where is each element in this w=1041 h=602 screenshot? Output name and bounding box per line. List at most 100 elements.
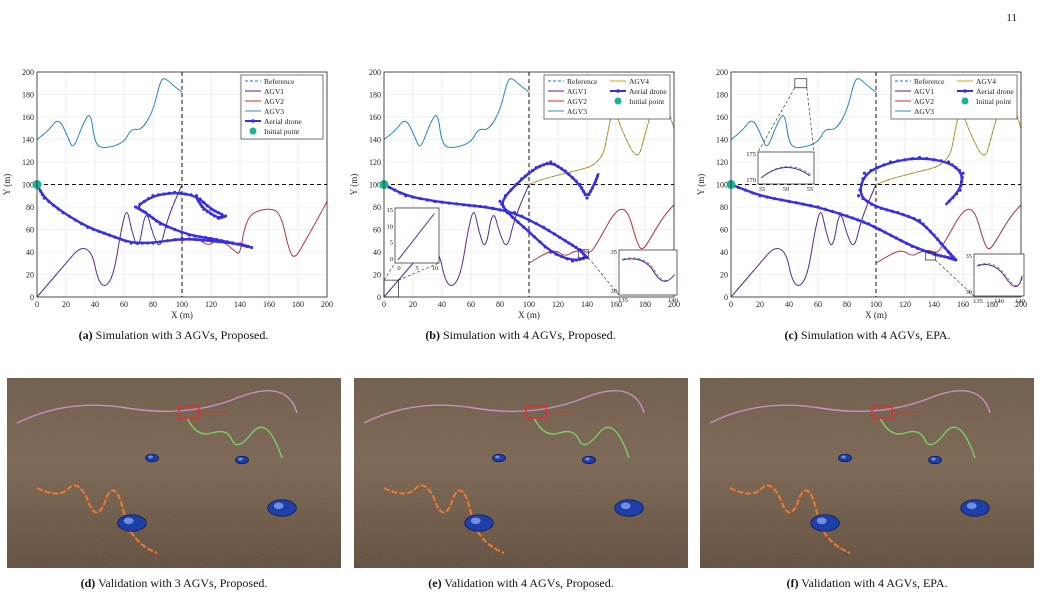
drone-marker: [139, 208, 143, 212]
drone-marker: [878, 227, 882, 232]
y-tick-label: 100: [716, 181, 728, 190]
inset-y-tick: 30: [966, 289, 973, 296]
legend-box: [890, 74, 1018, 120]
caption-f: (f) Validation with 4 AGVs, EPA.: [786, 576, 948, 590]
drone-marker: [563, 239, 567, 243]
drone-marker: [209, 207, 213, 211]
drone-marker: [40, 193, 45, 197]
drone-marker: [205, 204, 209, 208]
drone-marker: [534, 221, 538, 226]
drone-marker: [512, 211, 517, 215]
drone-marker: [202, 238, 206, 242]
inset-frame: [618, 249, 678, 296]
drone-marker: [862, 171, 866, 175]
drone-marker: [205, 209, 209, 214]
drone-marker: [894, 236, 898, 240]
drone-marker: [917, 218, 922, 223]
y-tick-label: 60: [720, 226, 728, 235]
drone-marker: [165, 225, 170, 229]
x-tick-label: 160: [263, 300, 275, 309]
inset-y-tick: 175: [746, 151, 756, 158]
drone-marker: [198, 202, 202, 206]
drone-marker: [180, 236, 184, 241]
drone-marker: [147, 213, 151, 218]
drone-marker: [890, 209, 894, 213]
drone-marker: [534, 166, 538, 170]
legend-label: AGV4: [976, 77, 996, 86]
drone-marker: [570, 176, 575, 180]
y-tick-label: 0: [377, 293, 381, 302]
drone-marker: [578, 257, 582, 261]
zoom-connector: [383, 262, 396, 281]
inset-x-tick: 135: [973, 298, 983, 305]
legend-marker-initial-point: [961, 97, 969, 105]
drone-marker: [138, 202, 142, 206]
x-tick-label: 0: [382, 300, 386, 309]
drone-marker: [165, 239, 170, 243]
caption-e: (e) Validation with 4 AGVs, Proposed.: [428, 576, 614, 590]
drone-marker: [462, 203, 466, 207]
drone-marker: [61, 211, 65, 215]
drone-marker: [570, 259, 575, 263]
drone-marker: [42, 196, 46, 200]
drone-marker: [758, 194, 762, 198]
y-tick-label: 80: [373, 203, 381, 212]
x-tick-label: 200: [668, 300, 680, 309]
agv-vehicle-window: [585, 457, 590, 461]
drone-marker: [901, 212, 905, 217]
drone-marker: [523, 174, 527, 178]
legend-marker-dot: [251, 119, 255, 123]
inset-y-tick: 30: [611, 288, 618, 295]
drone-marker: [216, 216, 220, 220]
y-tick-label: 60: [373, 226, 381, 235]
drone-marker: [527, 218, 531, 222]
drone-marker: [543, 245, 547, 249]
drone-marker: [467, 203, 471, 207]
drone-marker: [173, 238, 177, 242]
drone-marker: [943, 246, 947, 250]
x-axis-label: X (m): [865, 310, 887, 320]
drone-marker: [473, 204, 477, 208]
x-tick-label: 60: [467, 300, 475, 309]
drone-marker: [595, 174, 600, 178]
x-axis-label: X (m): [171, 310, 193, 320]
legend-label: AGV4: [629, 77, 649, 86]
drone-marker: [213, 214, 217, 218]
inset-y-tick: 15: [387, 207, 394, 214]
drone-marker: [145, 241, 150, 245]
drone-marker: [134, 205, 138, 209]
inset-y-tick: 5: [390, 240, 393, 247]
x-tick-label: 160: [610, 300, 622, 309]
agv1-track: [363, 390, 645, 424]
y-tick-label: 160: [369, 113, 381, 122]
panel-f: (f) Validation with 4 AGVs, EPA.: [700, 378, 1034, 602]
inset-a: 0 5 10 0 5 10 15: [387, 207, 440, 272]
agv-vehicle-window: [841, 455, 846, 459]
drone-marker: [872, 225, 876, 229]
y-tick-label: 120: [22, 158, 34, 167]
x-tick-label: 160: [957, 300, 969, 309]
drone-marker: [932, 252, 936, 256]
drone-marker: [140, 241, 144, 245]
y-tick-label: 140: [22, 136, 34, 145]
y-tick-label: 40: [720, 248, 728, 257]
inset-y-tick: 170: [746, 177, 756, 184]
drone-marker: [225, 240, 229, 244]
plot-b: 0 20 40 60 80 100 120 140 160 180 2000204060801001…: [349, 68, 680, 320]
drone-marker: [549, 160, 553, 164]
drone-marker: [565, 257, 569, 261]
y-tick-label: 20: [26, 271, 34, 280]
reference-agv3: [383, 78, 530, 148]
drone-marker: [556, 164, 560, 169]
drone-marker: [850, 216, 855, 220]
y-axis-label: Y (m): [2, 174, 12, 195]
drone-marker: [558, 235, 562, 239]
drone-marker: [879, 206, 884, 211]
drone-marker: [921, 248, 925, 252]
drone-marker: [86, 225, 90, 229]
x-tick-label: 60: [814, 300, 822, 309]
inset-y-tick: 0: [390, 256, 393, 263]
drone-marker: [220, 212, 224, 216]
caption-c: (c) Simulation with 4 AGVs, EPA.: [784, 328, 951, 342]
inset-x-tick: 5: [415, 265, 418, 272]
